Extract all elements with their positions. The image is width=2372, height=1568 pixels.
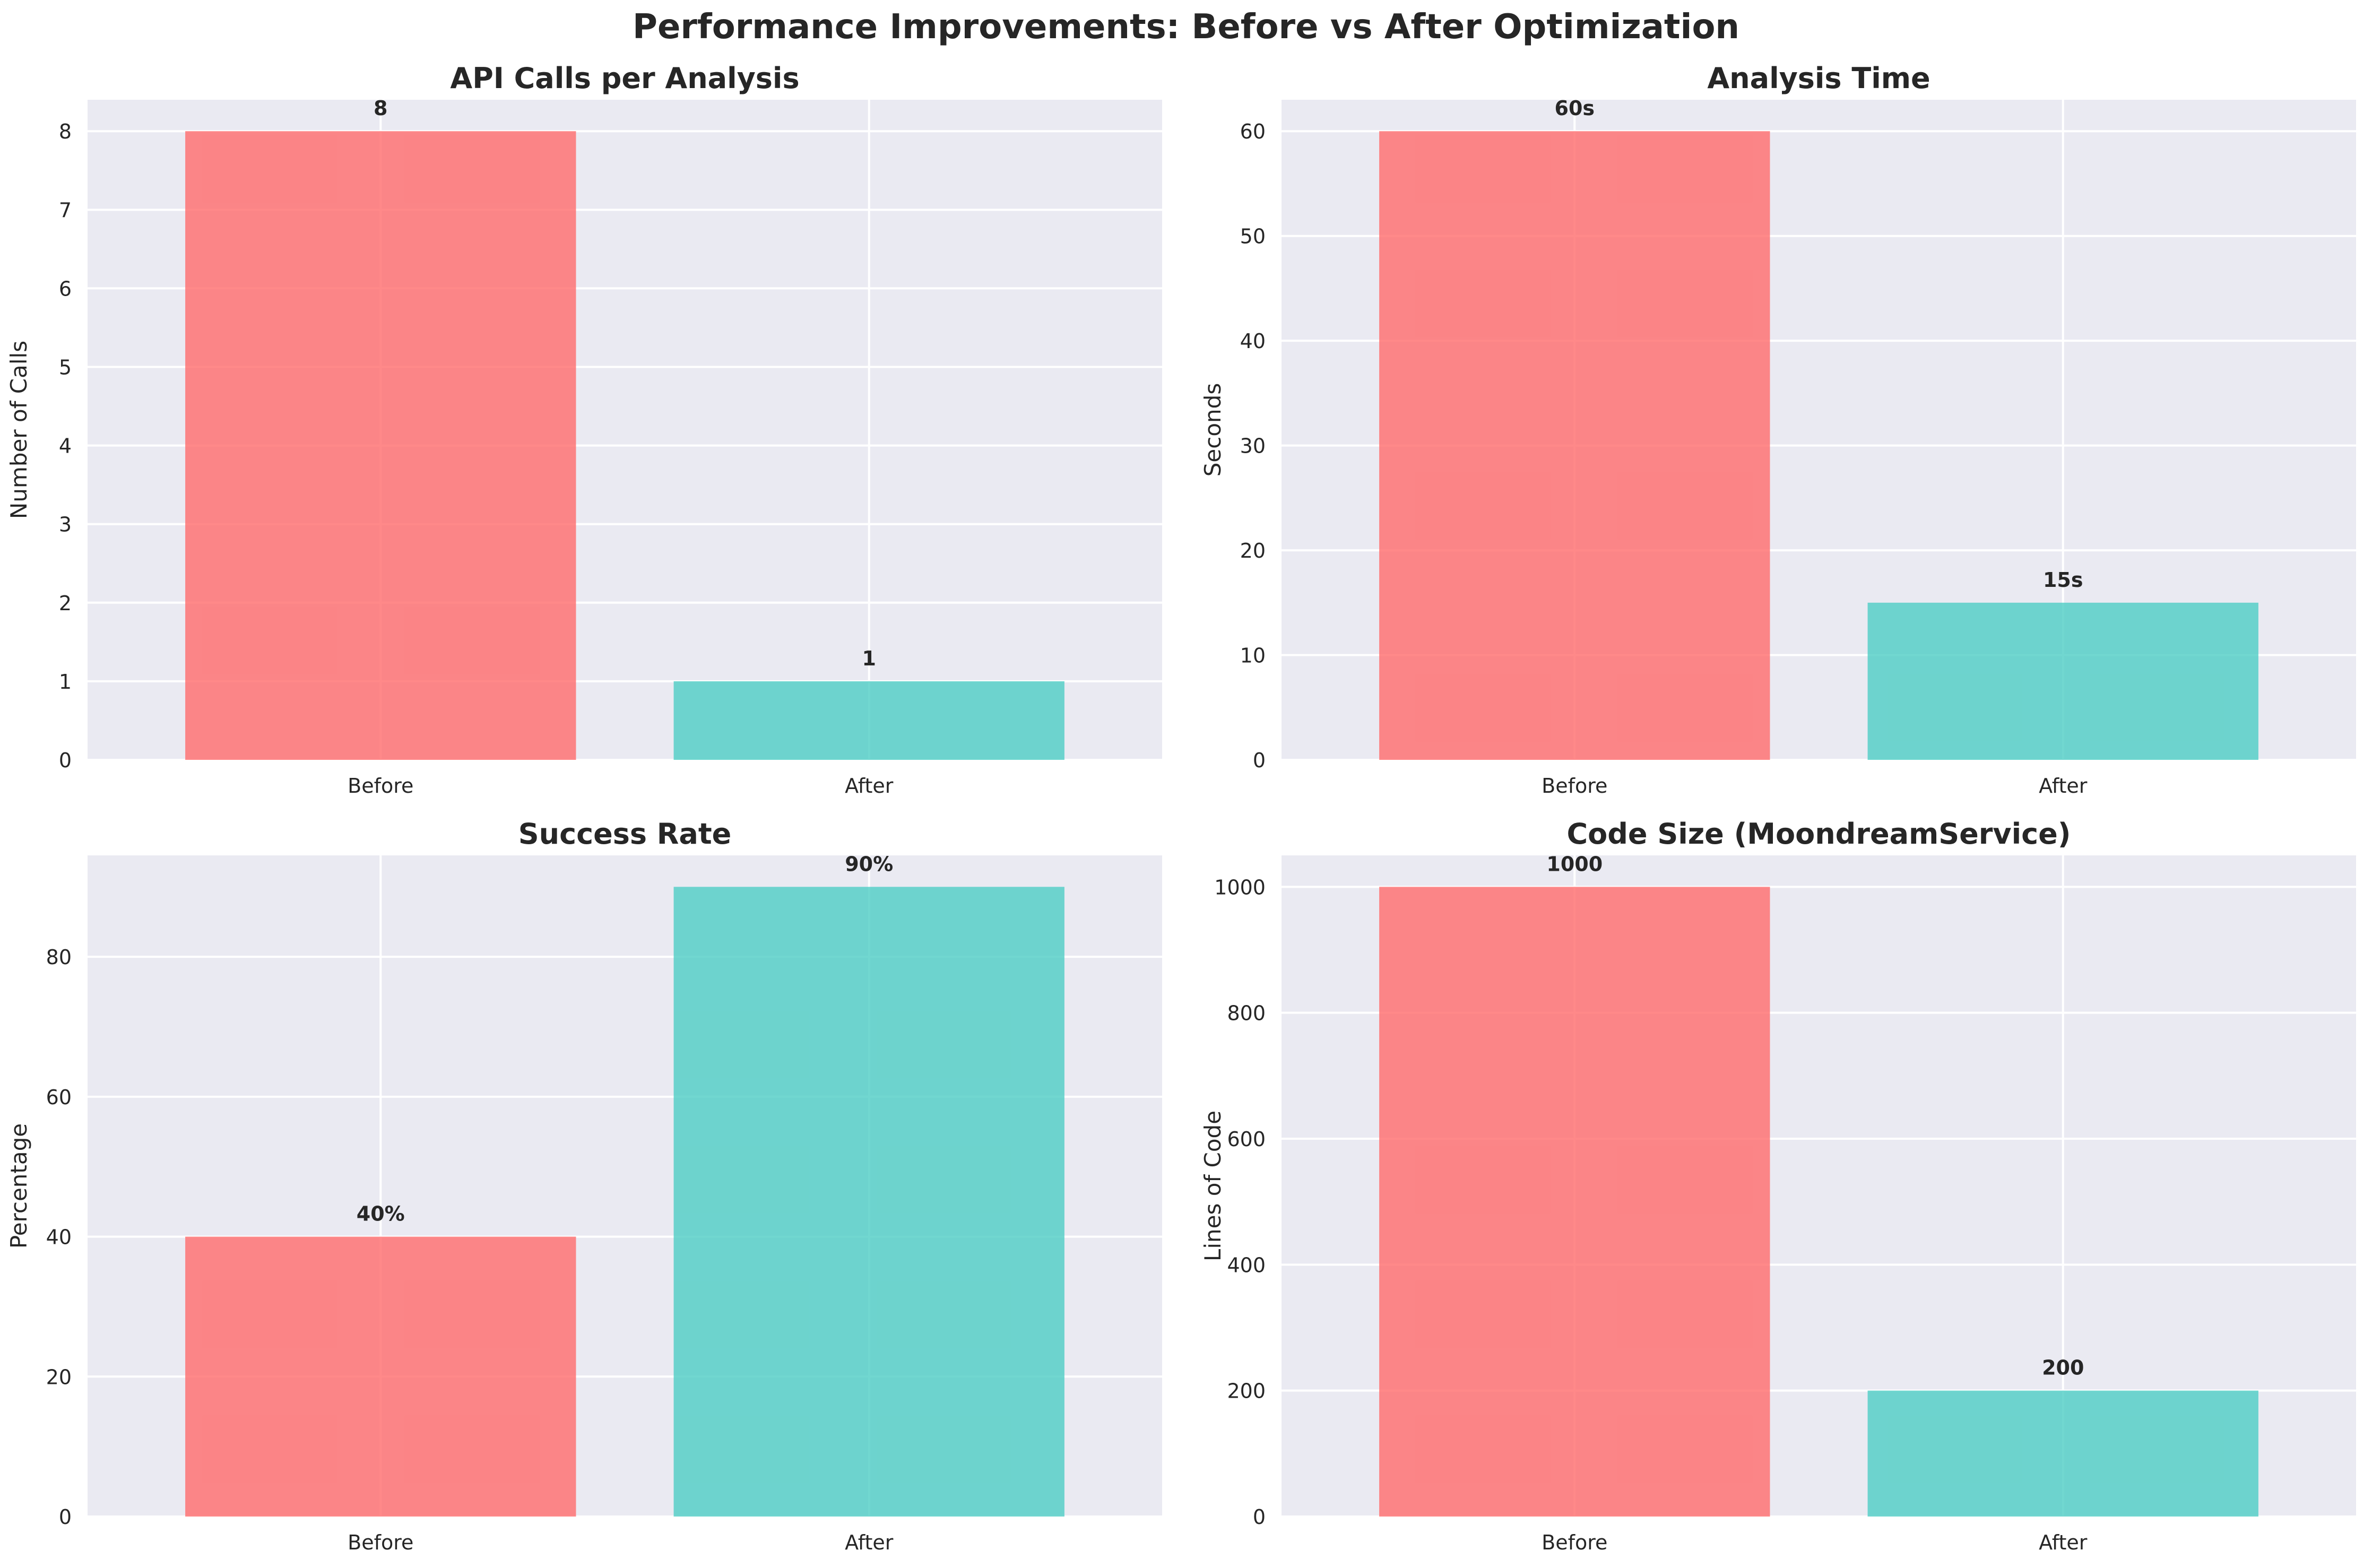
bar-before [1379, 131, 1770, 760]
figure-title: Performance Improvements: Before vs Afte… [633, 7, 1739, 47]
y-tick-label: 6 [59, 277, 72, 300]
bar-after [1867, 602, 2258, 760]
y-tick-label: 800 [1227, 1002, 1266, 1025]
y-axis-label: Number of Calls [6, 341, 32, 519]
x-tick-label: Before [1542, 1531, 1607, 1554]
data-label: 60s [1555, 97, 1595, 120]
y-tick-label: 400 [1227, 1253, 1266, 1277]
x-tick-label: Before [348, 1531, 413, 1554]
y-tick-label: 10 [1240, 644, 1266, 668]
data-label: 90% [845, 852, 893, 876]
y-tick-label: 0 [59, 749, 72, 772]
bar-before [185, 1236, 576, 1517]
y-axis-label: Lines of Code [1200, 1111, 1226, 1261]
x-tick-label: After [845, 774, 894, 798]
y-tick-label: 60 [46, 1086, 72, 1109]
data-label: 40% [357, 1202, 405, 1226]
y-tick-label: 30 [1240, 435, 1266, 458]
y-tick-label: 0 [1253, 1505, 1266, 1529]
y-tick-label: 1 [59, 670, 72, 694]
y-tick-label: 200 [1227, 1380, 1266, 1403]
y-tick-label: 3 [59, 513, 72, 536]
x-tick-label: Before [348, 774, 413, 798]
y-tick-label: 80 [46, 946, 72, 969]
y-tick-label: 0 [1253, 749, 1266, 772]
y-tick-label: 40 [1240, 330, 1266, 353]
y-tick-label: 20 [1240, 539, 1266, 562]
y-tick-label: 4 [59, 435, 72, 458]
data-label: 200 [2042, 1356, 2084, 1380]
x-tick-label: After [845, 1531, 894, 1554]
chart-title: Analysis Time [1707, 62, 1930, 95]
data-label: 1 [862, 647, 876, 670]
y-axis-label: Seconds [1200, 383, 1226, 477]
y-tick-label: 50 [1240, 225, 1266, 248]
chart-title: Success Rate [518, 817, 732, 851]
bar-after [673, 681, 1064, 760]
y-tick-label: 1000 [1214, 876, 1266, 899]
y-tick-label: 8 [59, 120, 72, 143]
data-label: 15s [2043, 568, 2083, 592]
y-tick-label: 5 [59, 356, 72, 379]
data-label: 8 [374, 97, 387, 120]
bar-after [673, 887, 1064, 1517]
y-tick-label: 7 [59, 198, 72, 222]
y-tick-label: 2 [59, 592, 72, 615]
bar-before [185, 131, 576, 760]
bar-before [1379, 887, 1770, 1517]
x-tick-label: After [2039, 1531, 2088, 1554]
data-label: 1000 [1546, 852, 1603, 876]
chart-title: Code Size (MoondreamService) [1567, 817, 2071, 851]
bar-after [1867, 1390, 2258, 1517]
chart-title: API Calls per Analysis [450, 62, 799, 95]
y-tick-label: 40 [46, 1226, 72, 1249]
y-tick-label: 0 [59, 1505, 72, 1529]
y-axis-label: Percentage [6, 1123, 32, 1249]
y-tick-label: 20 [46, 1365, 72, 1389]
x-tick-label: Before [1542, 774, 1607, 798]
x-tick-label: After [2039, 774, 2088, 798]
y-tick-label: 600 [1227, 1128, 1266, 1151]
y-tick-label: 60 [1240, 120, 1266, 143]
